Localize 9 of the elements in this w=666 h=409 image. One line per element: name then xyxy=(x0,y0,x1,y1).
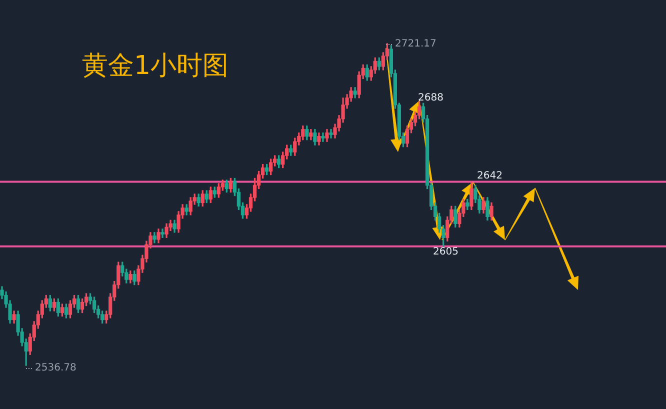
candlestick xyxy=(321,132,325,142)
candlestick xyxy=(329,129,333,138)
chart-title: 黄金1小时图 xyxy=(82,50,229,83)
annotation: 2605 xyxy=(433,246,458,258)
candlestick xyxy=(160,228,164,238)
annotation: 2721.17 xyxy=(395,38,436,50)
annotation: 2642 xyxy=(477,170,502,182)
annotation: 2536.78 xyxy=(35,362,76,374)
annotation: 2688 xyxy=(418,92,444,104)
